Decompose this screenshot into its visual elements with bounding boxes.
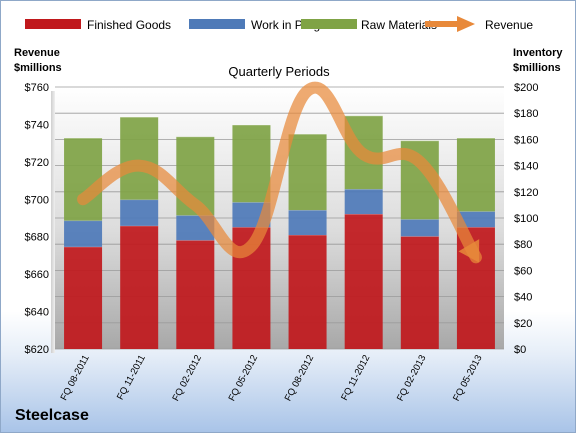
right-axis-title-line1: Inventory	[513, 47, 563, 59]
revenue-arrow-head	[458, 239, 480, 263]
bar-work-in-progress	[344, 189, 383, 215]
legend-label-finished-goods: Finished Goods	[87, 18, 171, 32]
revenue-line-layer	[77, 81, 482, 264]
right-axis-tick: $180	[514, 108, 538, 120]
legend-swatch-revenue	[425, 16, 475, 32]
left-axis-ticks: $620 $640 $660 $680 $700 $720 $740 $760	[25, 82, 49, 356]
bar-raw-materials	[232, 124, 271, 203]
bar-raw-materials	[120, 117, 159, 200]
right-axis-tick: $20	[514, 318, 532, 330]
bar-finished-goods	[288, 235, 327, 349]
x-axis-tick: FQ 05-2012	[227, 353, 261, 403]
bar-work-in-progress	[456, 211, 495, 228]
left-axis-title-line1: Revenue	[14, 47, 60, 59]
legend-swatch-finished-goods	[25, 19, 81, 29]
right-axis-tick: $80	[514, 239, 532, 251]
right-axis-tick: $100	[514, 213, 538, 225]
plot-left-wall	[51, 91, 55, 353]
bar-finished-goods	[176, 240, 215, 349]
x-axis-ticks: FQ 08-2011 FQ 11-2011 FQ 02-2012 FQ 05-2012…	[59, 353, 485, 403]
left-axis-title-line2: $millions	[14, 62, 62, 74]
left-axis-tick: $680	[25, 232, 49, 244]
x-axis-tick: FQ 11-2011	[115, 353, 148, 402]
legend-swatch-work-in-progress	[189, 19, 245, 29]
company-name: Steelcase	[15, 407, 89, 424]
x-axis-tick: FQ 02-2012	[170, 353, 204, 403]
x-axis-tick: FQ 05-2013	[451, 353, 485, 403]
right-axis-ticks: $0 $20 $40 $60 $80 $100 $120 $140 $160 $180 $200	[514, 82, 538, 356]
bar-finished-goods	[344, 214, 383, 349]
bar-raw-materials	[64, 138, 103, 221]
bar-finished-goods	[64, 246, 103, 349]
bar-work-in-progress	[400, 219, 439, 237]
legend-label-revenue: Revenue	[485, 18, 533, 32]
bar-work-in-progress	[288, 210, 327, 236]
right-axis-tick: $200	[514, 82, 538, 94]
right-axis-tick: $160	[514, 134, 538, 146]
bar-raw-materials	[288, 134, 327, 211]
left-axis-tick: $620	[25, 344, 49, 356]
revenue-line	[77, 81, 482, 264]
right-axis-tick: $120	[514, 187, 538, 199]
left-axis-tick: $640	[25, 307, 49, 319]
left-axis-tick: $740	[25, 119, 49, 131]
right-axis-tick: $140	[514, 161, 538, 173]
left-axis-tick: $700	[25, 194, 49, 206]
chart-title: Quarterly Periods	[228, 64, 330, 79]
left-axis-tick: $660	[25, 269, 49, 281]
bar-finished-goods	[400, 236, 439, 349]
bar-work-in-progress	[120, 199, 159, 226]
x-axis-tick: FQ 02-2013	[395, 353, 429, 403]
bar-finished-goods	[120, 225, 159, 349]
right-axis-tick: $60	[514, 265, 532, 277]
right-axis-tick: $40	[514, 292, 532, 304]
bar-work-in-progress	[64, 220, 103, 247]
legend: Finished Goods Work in Progress Raw Mate…	[25, 16, 533, 32]
x-axis-tick: FQ 08-2011	[59, 353, 92, 402]
legend-swatch-raw-materials	[301, 19, 357, 29]
x-axis-tick: FQ 11-2012	[339, 353, 372, 402]
bar-raw-materials	[456, 138, 495, 212]
right-axis-tick: $0	[514, 344, 526, 356]
right-axis-title-line2: $millions	[513, 62, 561, 74]
legend-label-raw-materials: Raw Materials	[361, 18, 437, 32]
x-axis-tick: FQ 08-2012	[283, 353, 317, 403]
left-axis-tick: $760	[25, 82, 49, 94]
left-axis-tick: $720	[25, 157, 49, 169]
